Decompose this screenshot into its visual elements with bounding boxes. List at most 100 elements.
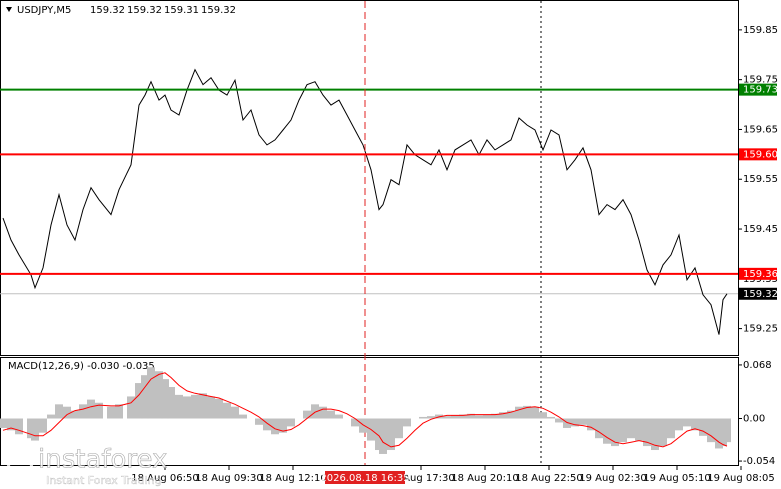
- signal-line: [2, 372, 728, 448]
- histogram-bar: [0, 418, 8, 428]
- histogram-bar: [387, 418, 395, 451]
- x-tick-label: 19 Aug 05:10: [643, 473, 710, 484]
- histogram-bar: [335, 414, 343, 419]
- histogram-bar: [723, 418, 731, 443]
- level-label: 159.73: [743, 85, 778, 96]
- histogram-bar: [215, 398, 223, 419]
- ohlc-low: 159.31: [164, 5, 199, 16]
- histogram-bar: [207, 396, 215, 419]
- histogram-bar: [403, 418, 411, 427]
- macd-title: MACD(12,26,9) -0.030 -0.035: [8, 361, 155, 372]
- crosshair-tag: [325, 471, 405, 484]
- histogram-bar: [155, 371, 163, 419]
- level-tag: [739, 83, 777, 96]
- histogram-bar: [183, 396, 191, 419]
- histogram-bar: [279, 418, 287, 433]
- histogram-bar: [359, 418, 367, 433]
- header: USDJPY,M5 159.32 159.32 159.31 159.32: [17, 5, 236, 16]
- histogram-bar: [523, 405, 531, 419]
- histogram-bar: [707, 418, 715, 443]
- histogram-bar: [459, 414, 467, 419]
- histogram-bar: [699, 418, 707, 436]
- histogram-bar: [327, 410, 335, 419]
- ohlc-open: 159.32: [90, 5, 125, 16]
- y-tick-label: -0.054: [743, 456, 775, 467]
- histogram-bar: [603, 418, 611, 444]
- histogram-bar: [571, 418, 579, 427]
- level-label: 159.36: [743, 269, 778, 280]
- ohlc-close: 159.32: [201, 5, 236, 16]
- histogram-bar: [675, 418, 683, 431]
- histogram-bar: [79, 404, 87, 419]
- x-tick-label: 18 Aug 20:10: [451, 473, 518, 484]
- logo-icon: [6, 448, 34, 476]
- histogram-bar: [303, 410, 311, 419]
- histogram-bar: [507, 410, 515, 419]
- histogram-bar: [379, 418, 387, 454]
- histogram-bar: [491, 413, 499, 419]
- y-tick-label: 0.068: [743, 360, 772, 371]
- histogram-bar: [127, 396, 135, 419]
- symbol: USDJPY,M5: [17, 5, 71, 16]
- level-tag: [739, 148, 777, 161]
- histogram-bar: [419, 416, 427, 419]
- y-tick-label: 0.00: [743, 414, 765, 425]
- histogram-bar: [619, 418, 627, 443]
- y-tick-label: 159.25: [743, 324, 778, 335]
- price-line: [2, 68, 728, 335]
- histogram-bar: [427, 416, 435, 419]
- histogram-bar: [547, 416, 555, 419]
- y-tick-label: 159.65: [743, 124, 778, 135]
- histogram-bar: [651, 418, 659, 451]
- histogram-bar: [351, 418, 359, 427]
- y-tick-label: 159.45: [743, 224, 778, 235]
- histogram-bar: [271, 418, 279, 435]
- histogram-bar: [595, 418, 603, 439]
- histogram-bar: [239, 414, 247, 419]
- histogram-bar: [95, 402, 103, 419]
- histogram-bar: [499, 412, 507, 419]
- histogram-bar: [691, 418, 699, 431]
- histogram-bar: [539, 412, 547, 419]
- menu-icon: [6, 7, 12, 12]
- histogram-bar: [255, 418, 263, 425]
- histogram-bar: [135, 383, 143, 419]
- histogram-bar: [63, 406, 71, 419]
- level-label: 159.60: [743, 149, 778, 160]
- x-tick-label: 18 Aug 12:10: [259, 473, 326, 484]
- histogram-bar: [167, 386, 175, 419]
- histogram-bar: [579, 418, 587, 425]
- last-price-label: 159.32: [743, 289, 778, 300]
- histogram-bar: [587, 418, 595, 431]
- macd-panel: [0, 357, 739, 466]
- x-tick-label: 19 Aug 02:30: [579, 473, 646, 484]
- histogram-bar: [71, 410, 79, 419]
- histogram-bar: [319, 406, 327, 419]
- histogram-bar: [147, 367, 155, 419]
- histogram-bar: [191, 394, 199, 419]
- x-tick-label: 18 Aug 17:30: [387, 473, 454, 484]
- histogram-bar: [115, 404, 123, 419]
- histogram-bar: [231, 406, 239, 419]
- histogram-bar: [531, 406, 539, 419]
- crosshair-label: 2026.08.18 16:35: [320, 473, 409, 484]
- x-tick-label: 18 Aug 09:30: [195, 473, 262, 484]
- histogram-bar: [223, 402, 231, 419]
- histogram-bar: [683, 418, 691, 427]
- histogram-bar: [199, 393, 207, 419]
- histogram-bar: [175, 394, 183, 419]
- y-tick-label: 159.75: [743, 75, 778, 86]
- histogram-bar: [15, 418, 23, 435]
- histogram-bar: [287, 418, 295, 427]
- histogram-bar: [141, 375, 149, 419]
- histogram-bar: [643, 418, 651, 447]
- histogram-bar: [31, 418, 39, 441]
- brand: instaforex: [38, 445, 167, 475]
- histogram-bar: [39, 418, 47, 433]
- x-tick-label: 19 Aug 08:05: [707, 473, 774, 484]
- histogram-bar: [475, 415, 483, 419]
- histogram-bar: [311, 404, 319, 419]
- histogram-bar: [7, 418, 15, 431]
- histogram-bar: [659, 418, 667, 447]
